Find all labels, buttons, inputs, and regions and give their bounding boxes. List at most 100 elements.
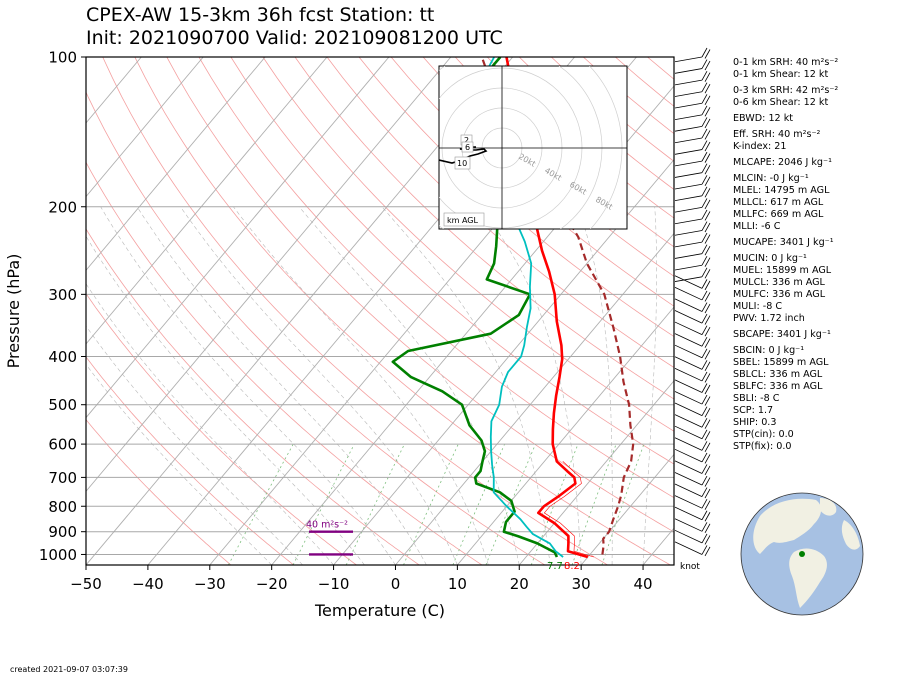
barb-flag	[701, 498, 708, 509]
hodo-legend: km AGL	[447, 216, 479, 225]
barb-staff	[674, 437, 703, 451]
barb-staff	[674, 344, 703, 359]
barb-staff	[674, 149, 703, 155]
barb-staff	[674, 402, 703, 416]
param-line: SHIP: 0.3	[733, 417, 777, 428]
barb-staff	[674, 541, 703, 555]
dry-adiabat	[326, 57, 674, 368]
barb-flag	[704, 535, 711, 545]
param-line: MLLI: -6 C	[733, 221, 781, 232]
barb-flag	[704, 84, 711, 94]
barb-flag	[704, 60, 711, 71]
barb-flag	[701, 105, 708, 116]
barb-flag	[704, 292, 711, 302]
barb-flag	[701, 313, 708, 324]
moist-adiabat	[642, 206, 657, 565]
dry-adiabat	[294, 57, 674, 400]
y-tick-label: 200	[48, 198, 77, 216]
south-america-land	[789, 548, 827, 608]
series-temperature	[505, 57, 589, 559]
mixing-ratio-line	[571, 443, 617, 565]
barb-flag	[704, 477, 711, 487]
x-axis-label: Temperature (C)	[314, 601, 445, 620]
globe-locator	[740, 492, 864, 616]
mixing-ratio-line	[292, 443, 355, 565]
barb-flag	[701, 510, 708, 520]
y-tick-label: 600	[48, 436, 77, 454]
dry-adiabat	[262, 57, 674, 432]
isotherm	[86, 57, 204, 198]
barb-staff	[674, 79, 703, 86]
wind-barb	[674, 232, 711, 248]
barb-flag	[701, 47, 708, 58]
barb-flag	[704, 338, 711, 348]
wind-barb	[674, 105, 711, 120]
barb-flag	[701, 487, 708, 497]
moist-adiabat	[100, 206, 396, 565]
barb-flag	[701, 337, 708, 347]
wind-unit-label: knot	[680, 562, 700, 572]
barb-flag	[704, 234, 711, 244]
param-line: SCP: 1.7	[733, 405, 774, 416]
y-tick-label: 900	[48, 523, 77, 541]
mixing-ratio-line	[601, 443, 645, 565]
param-line: MUEL: 15899 m AGL	[733, 265, 832, 276]
x-tick-label: −30	[194, 575, 226, 593]
wind-barb	[674, 472, 711, 487]
surface-dewpoint-label: 7.7	[547, 561, 563, 572]
x-tick-label: 0	[391, 575, 401, 593]
barb-flag	[701, 464, 708, 474]
param-line: SBLFC: 336 m AGL	[733, 381, 823, 392]
dry-adiabat	[86, 161, 483, 565]
dry-adiabat	[86, 292, 357, 565]
barb-flag	[704, 95, 711, 105]
moist-adiabat	[298, 206, 520, 565]
barb-flag	[701, 70, 708, 81]
barb-flag	[701, 394, 708, 405]
wind-barb	[674, 186, 711, 201]
srh-label: 40 m²s⁻²	[306, 520, 348, 531]
dry-adiabat	[390, 57, 674, 307]
wind-barb	[674, 333, 711, 348]
moist-adiabat	[86, 363, 272, 565]
mixing-ratio-line	[403, 443, 459, 565]
x-tick-label: −40	[132, 575, 164, 593]
barb-staff	[674, 495, 703, 509]
param-line: MULFC: 336 m AGL	[733, 289, 826, 300]
barb-flag	[704, 523, 711, 534]
wind-barb	[674, 70, 711, 86]
barb-flag	[701, 360, 708, 370]
chart-title-line2: Init: 2021090700 Valid: 202109081200 UTC	[86, 27, 503, 49]
barb-flag	[701, 406, 708, 416]
wind-barb	[674, 151, 711, 167]
param-line: MUCAPE: 3401 J kg⁻¹	[733, 237, 834, 248]
barb-staff	[674, 483, 703, 497]
moist-adiabat	[86, 325, 303, 565]
hodo-height-10: 10	[457, 159, 467, 168]
barb-flag	[704, 373, 711, 383]
isotherm	[86, 57, 452, 493]
barb-staff	[674, 391, 703, 405]
barb-staff	[674, 207, 703, 213]
y-tick-label: 400	[48, 348, 77, 366]
barb-flag	[704, 199, 711, 210]
wind-barb	[674, 256, 711, 271]
barb-flag	[701, 522, 708, 532]
barb-flag	[704, 269, 711, 279]
barb-staff	[674, 126, 703, 132]
wind-barb	[674, 198, 711, 213]
barb-flag	[701, 475, 708, 486]
barb-flag	[701, 128, 708, 139]
barb-staff	[674, 183, 703, 190]
moist-adiabat	[577, 206, 613, 565]
isotherm	[86, 57, 328, 345]
dry-adiabat	[166, 57, 674, 533]
isotherm	[333, 159, 674, 565]
wind-barb	[674, 59, 711, 74]
barb-flag	[701, 383, 708, 393]
barb-flag	[704, 49, 711, 59]
barb-staff	[674, 68, 703, 74]
barb-staff	[674, 472, 703, 486]
y-tick-label: 800	[48, 498, 77, 516]
wind-barb	[674, 437, 711, 453]
